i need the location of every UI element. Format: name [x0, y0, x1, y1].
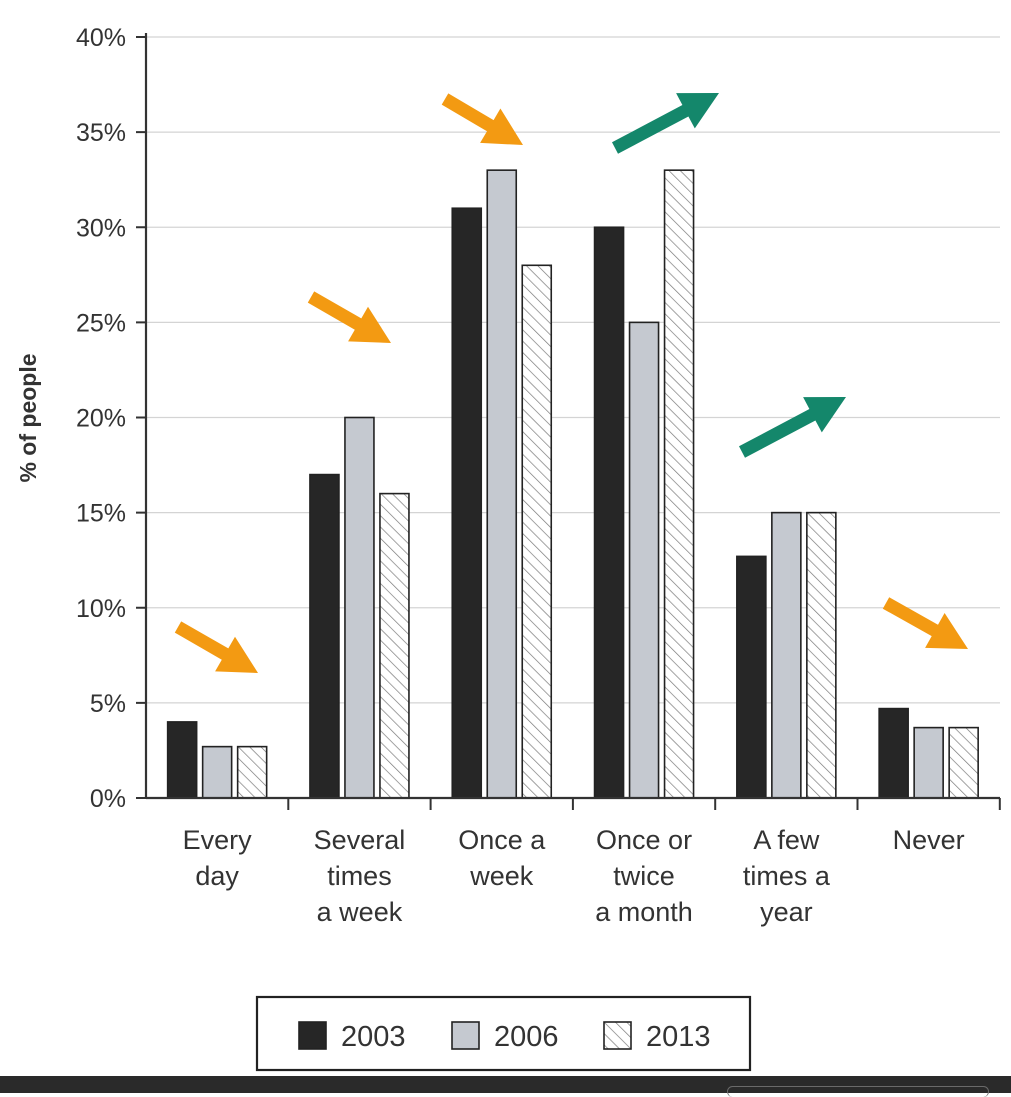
- y-tick-label: 35%: [76, 119, 126, 147]
- trend-arrow-down: [882, 597, 968, 649]
- y-tick-label: 10%: [76, 595, 126, 623]
- bar-2006: [913, 726, 944, 799]
- x-category-label: Once or twice a month: [595, 825, 693, 927]
- y-tick-label: 40%: [76, 24, 126, 52]
- bar-2013: [236, 745, 268, 799]
- legend-label: 2013: [646, 1021, 711, 1053]
- legend-swatch-2013: [603, 1021, 632, 1050]
- legend-swatch-2006: [451, 1021, 480, 1050]
- trend-arrow-down: [174, 621, 258, 673]
- legend-swatch-2003: [298, 1021, 327, 1050]
- bar-2013: [521, 264, 553, 799]
- y-tick-label: 0%: [90, 785, 126, 813]
- y-tick-label: 25%: [76, 309, 126, 337]
- trend-arrow-up: [612, 93, 719, 154]
- bar-2006: [771, 511, 802, 799]
- bar-2003: [878, 707, 909, 799]
- x-category-label: Several times a week: [314, 825, 406, 927]
- bar-2006: [628, 321, 660, 799]
- bar-2003: [166, 721, 198, 799]
- trend-arrow-down: [307, 291, 391, 343]
- axes: [136, 33, 1001, 810]
- bars: [166, 169, 979, 799]
- bottom-toolbar-strip: [0, 1076, 1011, 1097]
- trend-arrow-up: [739, 397, 846, 458]
- bar-2013: [948, 726, 979, 799]
- legend-box: [255, 995, 752, 1072]
- legend-label: 2006: [494, 1021, 559, 1053]
- bar-2003: [451, 207, 483, 799]
- y-tick-label: 20%: [76, 405, 126, 433]
- bar-2006: [486, 169, 518, 799]
- x-category-label: Every day: [183, 825, 253, 891]
- bar-2013: [806, 511, 837, 799]
- x-category-label: Once a week: [458, 825, 546, 891]
- legend: 2003 2006 2013: [255, 995, 752, 1072]
- y-tick-label: 5%: [90, 690, 126, 718]
- gridlines: [146, 36, 1000, 704]
- x-category-label: Never: [893, 825, 965, 855]
- x-tick-labels: Every day Several times a week Once a week Once…: [183, 825, 965, 927]
- bar-2003: [736, 555, 767, 799]
- bar-2013: [379, 492, 410, 799]
- bar-2006: [201, 745, 233, 799]
- y-tick-label: 15%: [76, 500, 126, 528]
- y-axis-label: % of people: [15, 353, 41, 482]
- x-category-label: A few times a year: [743, 825, 831, 927]
- trend-arrows: [174, 93, 968, 673]
- trend-arrow-down: [441, 93, 523, 145]
- bar-2003: [309, 473, 340, 799]
- bar-2003: [593, 226, 625, 799]
- y-tick-labels: 0% 5% 10% 15% 20% 25% 30% 35% 40%: [76, 24, 126, 813]
- y-tick-label: 30%: [76, 214, 126, 242]
- legend-label: 2003: [341, 1021, 406, 1053]
- bar-2013: [663, 169, 695, 799]
- toolbar-pill: [727, 1086, 989, 1097]
- bar-2006: [344, 416, 375, 799]
